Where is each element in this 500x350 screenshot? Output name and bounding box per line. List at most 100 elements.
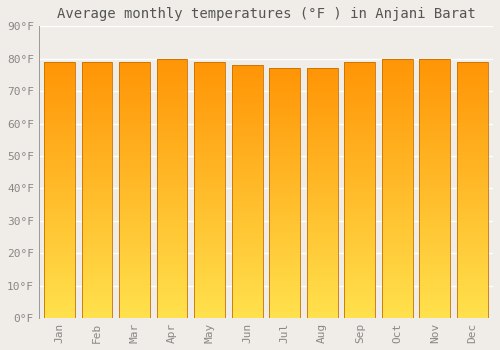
- Bar: [44, 129, 75, 132]
- Bar: [344, 199, 375, 203]
- Bar: [457, 222, 488, 225]
- Bar: [382, 107, 412, 111]
- Bar: [194, 71, 225, 75]
- Bar: [232, 302, 262, 305]
- Bar: [382, 162, 412, 166]
- Bar: [307, 68, 338, 318]
- Bar: [119, 75, 150, 78]
- Bar: [232, 173, 262, 176]
- Bar: [420, 253, 450, 256]
- Bar: [270, 284, 300, 287]
- Bar: [156, 233, 188, 237]
- Bar: [119, 286, 150, 289]
- Bar: [194, 299, 225, 302]
- Bar: [420, 214, 450, 217]
- Bar: [420, 191, 450, 195]
- Bar: [156, 272, 188, 276]
- Bar: [44, 225, 75, 228]
- Bar: [270, 293, 300, 296]
- Bar: [382, 78, 412, 81]
- Bar: [382, 224, 412, 227]
- Bar: [44, 116, 75, 120]
- Bar: [457, 292, 488, 295]
- Bar: [307, 252, 338, 256]
- Bar: [119, 225, 150, 228]
- Bar: [82, 84, 112, 88]
- Bar: [82, 225, 112, 228]
- Bar: [156, 315, 188, 318]
- Bar: [82, 65, 112, 68]
- Bar: [232, 65, 262, 68]
- Bar: [382, 133, 412, 136]
- Bar: [344, 75, 375, 78]
- Bar: [457, 91, 488, 94]
- Bar: [232, 93, 262, 97]
- Bar: [307, 284, 338, 287]
- Bar: [232, 293, 262, 296]
- Bar: [420, 276, 450, 279]
- Bar: [420, 97, 450, 101]
- Bar: [307, 224, 338, 228]
- Bar: [344, 302, 375, 305]
- Bar: [382, 266, 412, 270]
- Bar: [382, 188, 412, 191]
- Bar: [119, 81, 150, 84]
- Bar: [457, 68, 488, 71]
- Bar: [270, 87, 300, 90]
- Bar: [194, 219, 225, 222]
- Bar: [270, 99, 300, 103]
- Bar: [82, 148, 112, 152]
- Bar: [270, 112, 300, 115]
- Bar: [156, 204, 188, 208]
- Bar: [270, 287, 300, 290]
- Bar: [82, 289, 112, 292]
- Bar: [382, 276, 412, 279]
- Bar: [420, 127, 450, 130]
- Bar: [457, 193, 488, 196]
- Bar: [420, 256, 450, 260]
- Bar: [420, 185, 450, 188]
- Bar: [82, 187, 112, 190]
- Bar: [194, 251, 225, 254]
- Bar: [307, 149, 338, 153]
- Bar: [420, 146, 450, 149]
- Bar: [82, 88, 112, 91]
- Bar: [382, 246, 412, 250]
- Bar: [232, 258, 262, 261]
- Bar: [119, 145, 150, 148]
- Bar: [270, 78, 300, 81]
- Bar: [82, 257, 112, 260]
- Bar: [232, 242, 262, 245]
- Bar: [119, 282, 150, 286]
- Bar: [119, 279, 150, 283]
- Bar: [82, 219, 112, 222]
- Bar: [420, 153, 450, 156]
- Bar: [44, 308, 75, 312]
- Bar: [232, 147, 262, 150]
- Bar: [457, 206, 488, 209]
- Bar: [156, 78, 188, 81]
- Bar: [307, 87, 338, 90]
- Bar: [232, 134, 262, 138]
- Bar: [119, 148, 150, 152]
- Bar: [307, 230, 338, 234]
- Bar: [344, 126, 375, 129]
- Bar: [307, 249, 338, 252]
- Bar: [44, 161, 75, 164]
- Bar: [232, 150, 262, 154]
- Bar: [382, 156, 412, 159]
- Bar: [307, 262, 338, 265]
- Bar: [307, 90, 338, 93]
- Bar: [194, 100, 225, 104]
- Bar: [457, 199, 488, 203]
- Bar: [270, 109, 300, 112]
- Bar: [194, 81, 225, 84]
- Bar: [82, 302, 112, 305]
- Bar: [44, 187, 75, 190]
- Bar: [270, 124, 300, 128]
- Bar: [420, 172, 450, 175]
- Bar: [44, 190, 75, 193]
- Bar: [194, 145, 225, 148]
- Bar: [307, 99, 338, 103]
- Bar: [82, 100, 112, 104]
